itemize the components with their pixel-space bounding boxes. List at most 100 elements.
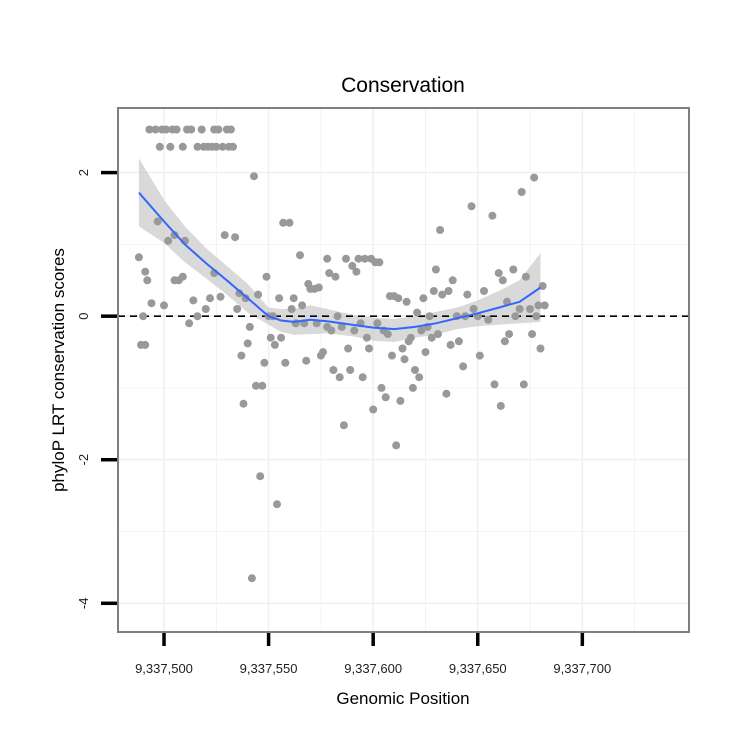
data-point <box>141 340 150 349</box>
data-points <box>134 125 549 583</box>
data-point <box>400 355 409 364</box>
data-point <box>206 294 214 303</box>
data-point <box>151 125 160 134</box>
data-point <box>354 254 363 263</box>
data-point <box>509 265 518 274</box>
y-tick-label: -2 <box>76 454 91 466</box>
data-point <box>436 226 445 234</box>
data-point <box>377 383 386 392</box>
data-point <box>147 299 156 308</box>
data-point <box>245 322 254 331</box>
data-point <box>519 380 528 389</box>
y-tick-label: 0 <box>76 313 91 320</box>
data-point <box>484 315 493 324</box>
plot-border <box>117 107 690 633</box>
data-point <box>408 383 417 392</box>
data-point <box>413 308 422 317</box>
data-point <box>229 142 237 151</box>
data-point <box>339 421 348 430</box>
plot-panel <box>118 108 689 632</box>
x-tick-label: 9,337,600 <box>344 661 402 676</box>
data-point <box>490 380 499 389</box>
data-point <box>406 333 415 342</box>
data-point <box>496 401 505 410</box>
y-tick-label: -4 <box>76 598 91 610</box>
data-point <box>417 326 426 335</box>
data-point <box>536 344 545 353</box>
data-point <box>185 319 194 328</box>
x-tick-label: 9,337,700 <box>553 661 611 676</box>
data-point <box>454 337 463 346</box>
x-axis-ticks: 9,337,500 9,337,550 9,337,600 9,337,650 9,33… <box>135 633 611 676</box>
data-point <box>212 142 221 151</box>
data-point <box>498 276 507 285</box>
data-point <box>314 283 323 292</box>
data-point <box>279 218 288 227</box>
data-point <box>348 261 357 270</box>
data-point <box>500 337 509 346</box>
data-point <box>398 344 407 353</box>
data-point <box>254 290 263 299</box>
data-point <box>258 381 267 390</box>
data-point <box>325 269 334 278</box>
data-point <box>333 312 342 321</box>
data-point <box>448 276 457 285</box>
data-point <box>201 305 210 313</box>
data-point <box>532 312 541 321</box>
data-point <box>231 233 240 242</box>
data-point <box>373 319 382 328</box>
x-tick-label: 9,337,500 <box>135 661 193 676</box>
data-point <box>463 290 472 299</box>
data-point <box>170 231 179 240</box>
data-point <box>505 330 514 339</box>
data-point <box>335 373 344 382</box>
data-point <box>350 326 359 335</box>
data-point <box>302 356 311 365</box>
data-point <box>172 125 181 134</box>
data-point <box>323 254 332 263</box>
data-point <box>383 330 392 339</box>
data-point <box>331 272 340 281</box>
data-point <box>381 393 390 402</box>
data-point <box>342 254 350 263</box>
data-point <box>534 301 543 310</box>
data-point <box>388 351 396 360</box>
data-point <box>233 305 242 313</box>
data-point <box>143 276 152 285</box>
data-point <box>134 253 143 262</box>
data-point <box>189 296 198 305</box>
data-point <box>431 265 440 274</box>
data-point <box>337 322 346 331</box>
data-point <box>262 272 271 281</box>
data-point <box>178 142 187 151</box>
data-point <box>362 333 371 342</box>
data-point <box>153 217 162 226</box>
x-axis-label: Genomic Position <box>336 689 469 708</box>
data-point <box>250 172 258 181</box>
data-point <box>155 142 164 151</box>
data-point <box>411 366 419 374</box>
data-point <box>530 173 539 182</box>
data-point <box>239 399 248 408</box>
data-point <box>193 142 202 151</box>
data-point <box>285 218 294 227</box>
y-axis-ticks: -4 -2 0 2 <box>76 169 117 609</box>
data-point <box>494 269 503 278</box>
data-point <box>358 373 367 382</box>
data-point <box>517 188 526 196</box>
data-point <box>528 330 537 339</box>
data-point <box>241 294 250 303</box>
data-point <box>438 290 447 299</box>
data-point <box>247 574 256 583</box>
x-tick-label: 9,337,650 <box>449 661 507 676</box>
data-point <box>237 351 246 360</box>
data-point <box>540 301 549 310</box>
data-point <box>289 294 298 303</box>
data-point <box>197 125 206 134</box>
data-point <box>346 366 355 374</box>
data-point <box>214 125 223 134</box>
data-point <box>277 333 286 342</box>
data-point <box>166 142 175 151</box>
y-tick-label: 2 <box>76 169 91 176</box>
